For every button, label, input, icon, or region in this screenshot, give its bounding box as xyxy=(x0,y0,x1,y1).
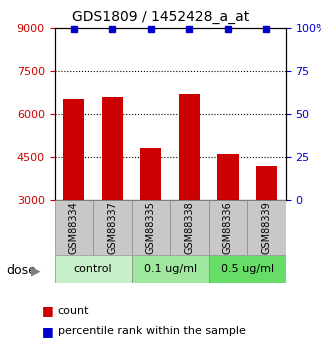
Text: ■: ■ xyxy=(42,325,54,338)
Bar xyxy=(217,154,239,200)
Bar xyxy=(140,148,161,200)
Text: ▶: ▶ xyxy=(30,264,40,277)
Bar xyxy=(179,94,200,200)
Bar xyxy=(102,97,123,200)
Text: GSM88337: GSM88337 xyxy=(107,201,117,254)
Bar xyxy=(93,200,132,255)
Text: percentile rank within the sample: percentile rank within the sample xyxy=(58,326,246,336)
Text: GSM88334: GSM88334 xyxy=(69,201,79,254)
Bar xyxy=(55,255,132,283)
Bar xyxy=(256,166,277,200)
Bar xyxy=(247,200,286,255)
Bar xyxy=(170,200,209,255)
Text: 0.5 ug/ml: 0.5 ug/ml xyxy=(221,264,274,274)
Text: GSM88339: GSM88339 xyxy=(261,201,272,254)
Text: 0.1 ug/ml: 0.1 ug/ml xyxy=(143,264,197,274)
Text: GSM88338: GSM88338 xyxy=(184,201,195,254)
Bar xyxy=(63,99,84,200)
Bar xyxy=(132,255,209,283)
Text: control: control xyxy=(74,264,112,274)
Text: ■: ■ xyxy=(42,304,54,317)
Bar xyxy=(209,255,286,283)
Text: GSM88335: GSM88335 xyxy=(146,201,156,254)
Text: GSM88336: GSM88336 xyxy=(223,201,233,254)
Bar xyxy=(55,200,93,255)
Text: GDS1809 / 1452428_a_at: GDS1809 / 1452428_a_at xyxy=(72,10,249,24)
Text: dose: dose xyxy=(6,264,36,277)
Bar xyxy=(209,200,247,255)
Text: count: count xyxy=(58,306,89,315)
Bar xyxy=(132,200,170,255)
